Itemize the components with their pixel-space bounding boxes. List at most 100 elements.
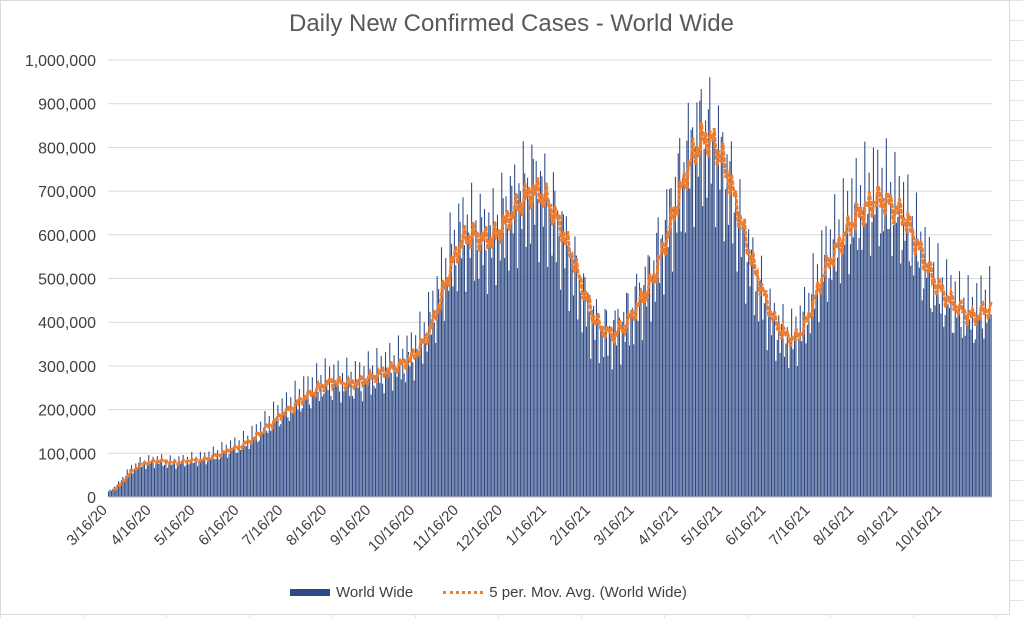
bar	[199, 451, 201, 497]
bar	[347, 383, 349, 497]
bar	[310, 408, 312, 497]
bar	[756, 270, 758, 497]
x-tick-label: 6/16/21	[722, 502, 769, 549]
bar	[686, 140, 688, 497]
bar	[229, 440, 232, 497]
bar	[346, 357, 348, 497]
bar	[413, 380, 415, 497]
bar	[273, 401, 275, 497]
bar	[921, 300, 923, 497]
bar	[354, 361, 356, 497]
bar	[760, 255, 763, 497]
bar	[178, 456, 180, 497]
bar	[471, 182, 473, 497]
bar	[572, 295, 575, 497]
bar	[811, 294, 813, 497]
bar	[336, 386, 338, 497]
bar	[277, 405, 279, 497]
bar	[765, 293, 767, 497]
bar	[323, 393, 325, 497]
bar	[676, 232, 678, 498]
bar	[880, 233, 882, 497]
bar	[151, 461, 153, 497]
bar	[882, 231, 885, 497]
bar	[353, 398, 355, 497]
bar	[344, 390, 346, 497]
bar	[904, 240, 906, 497]
moving-average-line	[113, 122, 993, 491]
bar	[174, 458, 176, 497]
bar	[524, 173, 526, 497]
bar	[290, 397, 292, 497]
bar	[699, 100, 701, 497]
bar	[326, 381, 328, 497]
bar	[583, 273, 585, 497]
bar	[778, 315, 780, 497]
legend-label-bars: World Wide	[336, 583, 414, 601]
bar	[598, 363, 600, 497]
bar	[638, 282, 641, 497]
bar	[395, 372, 397, 497]
bar	[168, 462, 170, 497]
bar	[519, 191, 521, 497]
bar	[627, 293, 629, 497]
bar	[535, 160, 537, 497]
bar	[198, 461, 200, 497]
bar	[626, 292, 628, 497]
bar	[570, 251, 572, 497]
bar	[709, 77, 711, 497]
bar	[814, 308, 816, 497]
bar	[911, 215, 913, 497]
bar	[892, 225, 895, 497]
bar	[903, 181, 905, 497]
bar	[135, 463, 137, 497]
bar	[604, 308, 606, 497]
bar	[244, 445, 246, 497]
bar	[472, 224, 474, 497]
y-tick-label: 100,000	[38, 446, 96, 463]
bar	[564, 268, 566, 497]
bar	[389, 342, 391, 497]
bar	[798, 340, 800, 497]
bar	[307, 376, 309, 497]
bar	[611, 369, 613, 497]
bar	[650, 321, 652, 497]
bar	[974, 339, 976, 497]
bar	[943, 326, 945, 497]
bar	[693, 226, 695, 497]
bar	[542, 226, 544, 497]
bar	[548, 199, 550, 497]
bar	[895, 222, 897, 497]
bar	[715, 227, 717, 498]
bar	[327, 390, 329, 497]
bar	[189, 459, 191, 497]
bar	[396, 376, 398, 497]
bar	[420, 338, 422, 497]
bar	[633, 344, 635, 497]
bar	[623, 311, 625, 497]
bar	[158, 463, 160, 497]
bar	[687, 102, 689, 497]
bar	[821, 230, 823, 497]
bar	[267, 432, 269, 497]
bar	[646, 306, 648, 497]
bar	[329, 366, 331, 497]
bar	[463, 245, 465, 497]
bar	[294, 380, 296, 497]
bar	[499, 260, 501, 497]
bar	[957, 311, 959, 497]
bar	[317, 391, 319, 497]
bar	[485, 250, 487, 497]
bar	[146, 463, 148, 497]
bar	[600, 327, 602, 497]
bar	[126, 469, 128, 497]
bar	[184, 466, 186, 497]
bar	[340, 402, 342, 497]
bar	[489, 225, 491, 498]
bar	[333, 364, 335, 497]
bar	[837, 257, 839, 497]
bar	[917, 261, 919, 497]
bar	[202, 458, 204, 497]
bar	[577, 319, 579, 497]
bar	[270, 430, 272, 497]
